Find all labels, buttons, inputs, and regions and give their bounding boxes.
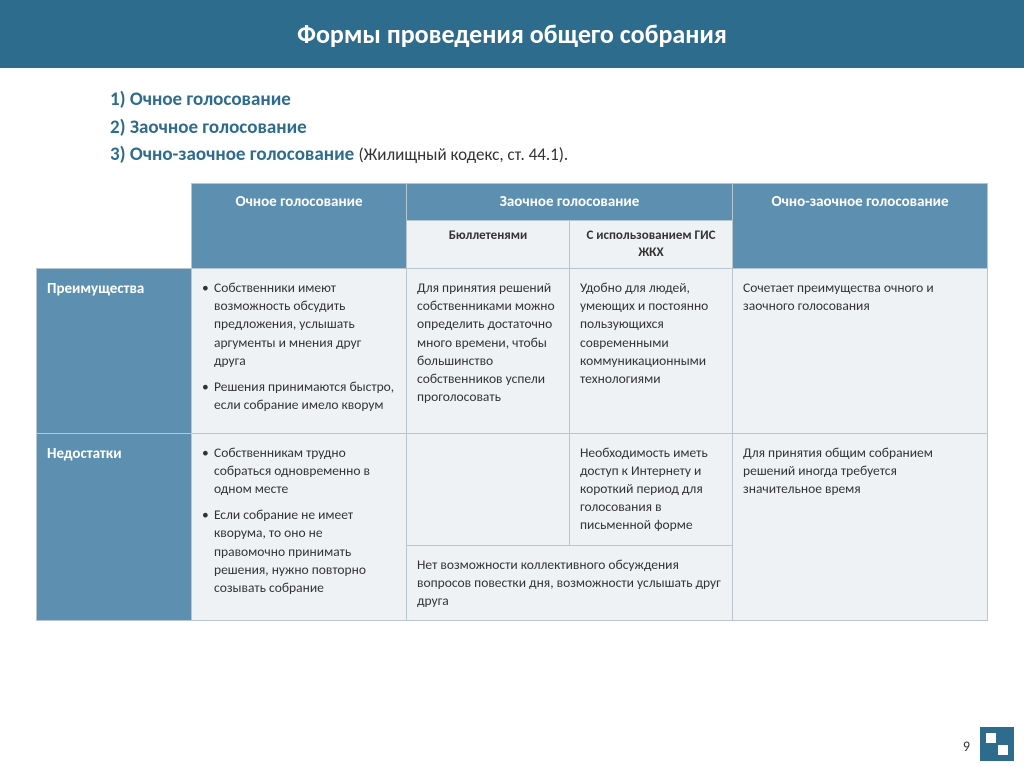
header-col-b-sub1: Бюллетенями xyxy=(407,220,570,268)
intro-line-1: 1) Очное голосование xyxy=(110,86,1024,114)
cell-dis-b1 xyxy=(407,433,570,545)
slide-title: Формы проведения общего собрания xyxy=(0,0,1024,68)
cell-dis-a-item1: Если собрание не имеет кворума, то оно н… xyxy=(202,506,396,597)
intro-list: 1) Очное голосование 2) Заочное голосова… xyxy=(0,68,1024,183)
row-advantages-label: Преимущества xyxy=(37,268,192,433)
cell-adv-a-item0: Собственники имеют возможность обсудить … xyxy=(202,279,396,370)
page-number: 9 xyxy=(963,738,970,755)
cell-dis-b2: Необходимость иметь доступ к Интернету и… xyxy=(570,433,733,545)
cell-adv-a: Собственники имеют возможность обсудить … xyxy=(192,268,407,433)
comparison-table: Очное голосование Заочное голосование Оч… xyxy=(36,183,988,622)
header-col-d: Очно-заочное голосование xyxy=(733,183,988,268)
intro-line-2-main: 2) Заочное голосование xyxy=(110,116,307,139)
cell-adv-a-item1: Решения принимаются быстро, если собрани… xyxy=(202,378,396,414)
intro-line-3-main: 3) Очно-заочное голосование xyxy=(110,143,359,166)
cell-dis-b-merged: Нет возможности коллективного обсуждения… xyxy=(407,545,733,621)
comparison-table-wrap: Очное голосование Заочное голосование Оч… xyxy=(0,183,1024,622)
cell-dis-a-item0: Собственникам трудно собраться одновреме… xyxy=(202,444,396,499)
cell-adv-d: Сочетает преимущества очного и заочного … xyxy=(733,268,988,433)
intro-line-3: 3) Очно-заочное голосование (Жилищный ко… xyxy=(110,141,1024,169)
cell-adv-b2: Удобно для людей, умеющих и постоянно по… xyxy=(570,268,733,433)
row-disadvantages: Недостатки Собственникам трудно собратьс… xyxy=(37,433,988,545)
intro-line-1-main: 1) Очное голосование xyxy=(110,88,291,111)
intro-line-2: 2) Заочное голосование xyxy=(110,114,1024,142)
row-disadvantages-label: Недостатки xyxy=(37,433,192,621)
cell-adv-b1: Для принятия решений собственниками можн… xyxy=(407,268,570,433)
cell-dis-d: Для принятия общим собранием решений ино… xyxy=(733,433,988,621)
row-advantages: Преимущества Собственники имеют возможно… xyxy=(37,268,988,433)
cell-dis-a: Собственникам трудно собраться одновреме… xyxy=(192,433,407,621)
header-col-b: Заочное голосование xyxy=(407,183,733,220)
header-col-a: Очное голосование xyxy=(192,183,407,268)
header-blank xyxy=(37,183,192,268)
header-col-b-sub2: С использованием ГИС ЖКХ xyxy=(570,220,733,268)
logo-icon xyxy=(980,727,1014,761)
intro-line-3-suffix: (Жилищный кодекс, ст. 44.1). xyxy=(359,144,569,165)
